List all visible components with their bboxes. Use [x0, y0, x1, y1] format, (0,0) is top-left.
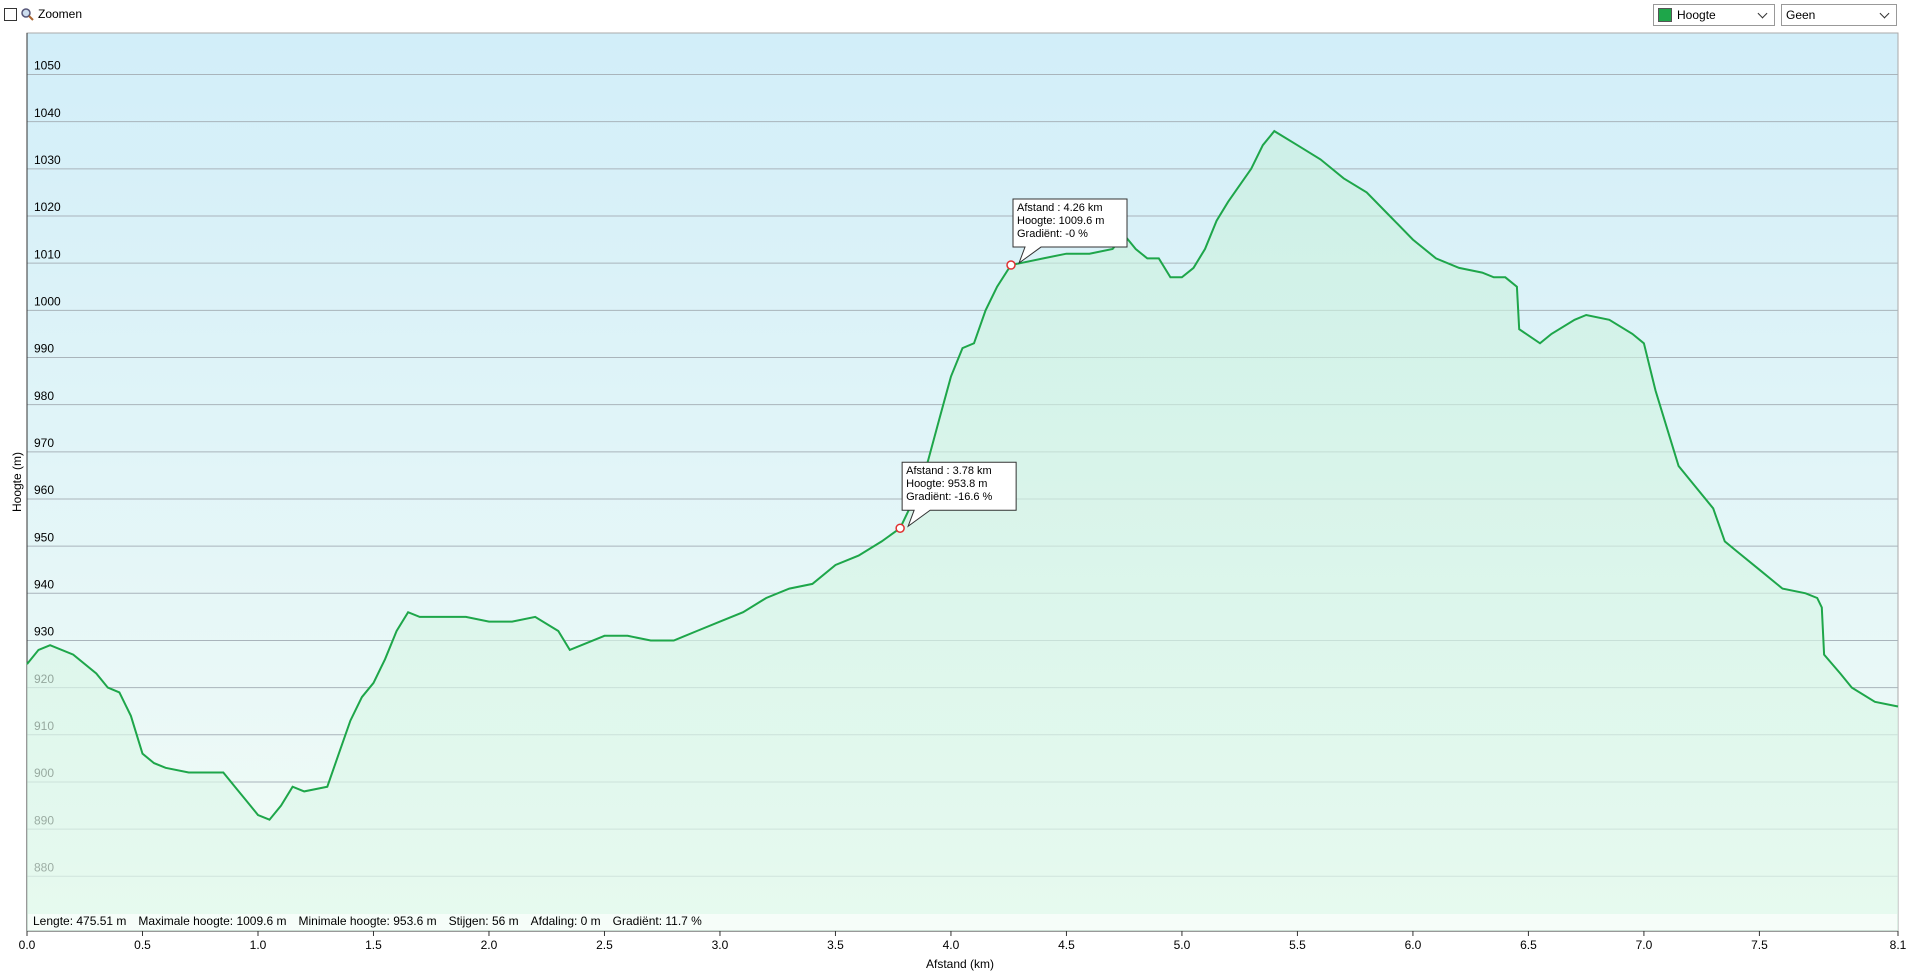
y-tick-label: 920 — [34, 672, 54, 686]
y-axis-label: Hoogte (m) — [10, 452, 24, 512]
x-tick-label: 3.5 — [827, 938, 844, 952]
y-tick-label: 900 — [34, 766, 54, 780]
x-tick-label: 7.0 — [1636, 938, 1653, 952]
x-tick-label: 4.0 — [943, 938, 960, 952]
y-tick-label: 1030 — [34, 153, 61, 167]
x-tick-label: 5.0 — [1174, 938, 1191, 952]
y-tick-label: 970 — [34, 436, 54, 450]
tooltip-marker — [1006, 260, 1016, 270]
x-axis-label: Afstand (km) — [926, 957, 994, 971]
y-tick-label: 890 — [34, 813, 54, 827]
area — [27, 131, 1898, 932]
zoom-toggle[interactable]: Zoomen — [4, 7, 82, 21]
y-tick-label: 950 — [34, 530, 54, 544]
stat-text: Maximale hoogte: 1009.6 m — [138, 914, 286, 928]
stat-text: Afdaling: 0 m — [531, 914, 601, 928]
tooltip-text: Gradiënt: -16.6 % — [906, 491, 992, 503]
secondary-label: Geen — [1786, 8, 1816, 22]
y-tick-label: 960 — [34, 483, 54, 497]
zoom-icon — [21, 7, 34, 21]
tooltip-text: Afstand : 4.26 km — [1017, 202, 1103, 214]
elevation-line — [26, 129, 1899, 821]
y-tick-label: 990 — [34, 342, 54, 356]
y-tick-label: 910 — [34, 719, 54, 733]
x-tick-label: 0.5 — [134, 938, 151, 952]
series-name: Hoogte — [1677, 8, 1716, 22]
tooltip-box — [901, 461, 1017, 528]
y-tick-label: 880 — [34, 860, 54, 874]
y-tick-label: 1020 — [34, 200, 61, 214]
stat-text: Stijgen: 56 m — [449, 914, 519, 928]
y-tick-label: 1040 — [34, 106, 61, 120]
x-tick-label: 6.0 — [1405, 938, 1422, 952]
y-tick-label: 980 — [34, 389, 54, 403]
x-tick-label: 2.0 — [481, 938, 498, 952]
y-tick-label: 1010 — [34, 247, 61, 261]
secondary-select[interactable]: Geen — [1781, 4, 1897, 26]
zoom-label: Zoomen — [38, 7, 83, 21]
x-tick-label: 6.5 — [1520, 938, 1537, 952]
x-tick-label: 0.0 — [19, 938, 36, 952]
tooltip-text: Hoogte: 1009.6 m — [1017, 215, 1104, 227]
x-tick-label: 2.5 — [596, 938, 613, 952]
x-tick-label: 1.0 — [250, 938, 267, 952]
tooltip-text: Hoogte: 953.8 m — [906, 478, 987, 490]
stat-text: Minimale hoogte: 953.6 m — [299, 914, 437, 928]
y-tick-label: 1000 — [34, 294, 61, 308]
tooltip-box — [1012, 198, 1128, 265]
stat-text: Lengte: 475.51 m — [33, 914, 126, 928]
x-tick-label: 3.0 — [712, 938, 729, 952]
x-tick-label: 7.5 — [1751, 938, 1768, 952]
plot-area — [26, 32, 1899, 932]
series-select[interactable]: Hoogte — [1653, 4, 1775, 26]
x-tick-label: 5.5 — [1289, 938, 1306, 952]
y-tick-label: 1050 — [34, 59, 61, 73]
tooltip-text: Afstand : 3.78 km — [906, 465, 992, 477]
tooltip-text: Gradiënt: -0 % — [1017, 228, 1088, 240]
x-tick-label: 8.1 — [1890, 938, 1906, 952]
x-tick-label: 1.5 — [365, 938, 382, 952]
y-tick-label: 940 — [34, 577, 54, 591]
checkbox[interactable] — [4, 7, 17, 21]
x-tick-label: 4.5 — [1058, 938, 1075, 952]
stats-band — [28, 914, 1897, 930]
stat-text: Gradiënt: 11.7 % — [613, 914, 702, 928]
y-tick-label: 930 — [34, 625, 54, 639]
tooltip-marker — [895, 523, 905, 533]
series-swatch — [1658, 8, 1672, 22]
